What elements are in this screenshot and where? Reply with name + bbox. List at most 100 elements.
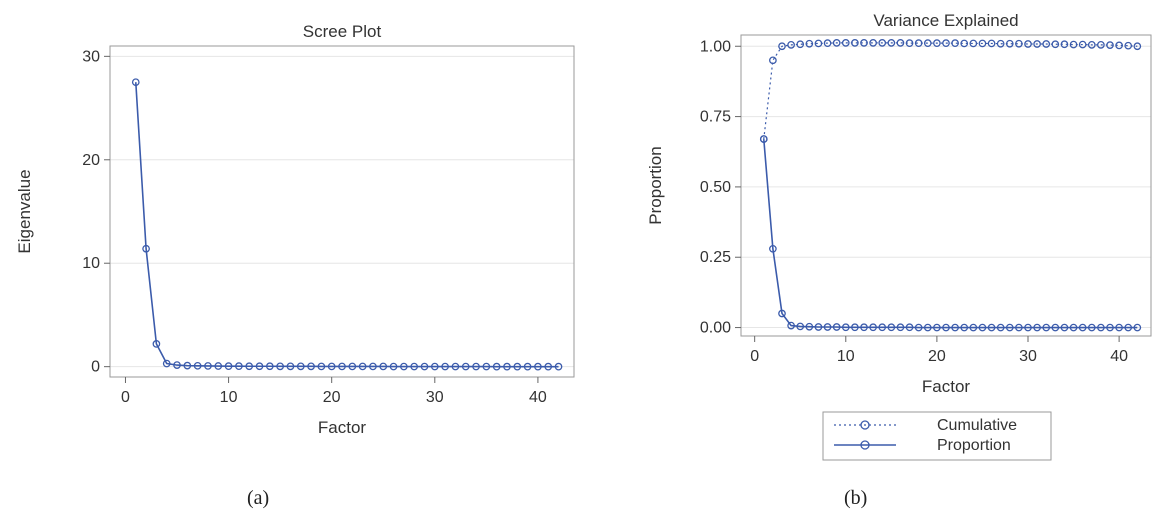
data-point — [265, 362, 274, 371]
data-point — [759, 135, 768, 143]
data-point — [162, 359, 171, 368]
data-point — [1124, 41, 1133, 50]
data-point — [461, 362, 470, 371]
data-point — [1042, 40, 1051, 48]
data-point — [1106, 41, 1114, 49]
x-tick-label: 10 — [220, 389, 238, 406]
data-point — [503, 362, 511, 371]
data-point — [823, 39, 832, 48]
x-tick-label: 30 — [426, 389, 444, 406]
data-point — [152, 340, 161, 348]
x-tick-label: 40 — [529, 389, 547, 406]
legend-swatch-marker — [860, 420, 870, 430]
data-point — [787, 321, 795, 330]
data-point — [905, 39, 914, 48]
data-point — [245, 362, 254, 371]
data-point — [369, 362, 377, 371]
data-point — [513, 362, 522, 371]
legend-label: Cumulative — [937, 417, 1017, 434]
data-point — [131, 78, 140, 87]
y-tick-label: 30 — [82, 48, 100, 65]
data-point — [914, 323, 923, 332]
data-point — [887, 39, 896, 47]
data-point — [1078, 323, 1087, 332]
data-point — [905, 323, 914, 332]
data-point — [1033, 323, 1041, 332]
data-point — [796, 322, 805, 331]
data-point — [358, 362, 367, 371]
data-point — [969, 323, 978, 332]
data-point — [1087, 40, 1096, 49]
data-point — [778, 42, 786, 51]
data-point — [1042, 323, 1051, 332]
data-point — [1015, 323, 1023, 332]
data-point — [1124, 323, 1133, 332]
data-point — [841, 323, 850, 332]
data-point — [1115, 323, 1123, 332]
data-point — [951, 323, 959, 332]
data-point — [1133, 42, 1142, 51]
data-point — [327, 362, 336, 371]
data-point — [142, 244, 150, 253]
data-point — [1097, 40, 1105, 49]
data-point — [805, 322, 814, 331]
data-point — [1087, 323, 1096, 332]
data-point — [204, 362, 212, 370]
data-point — [420, 362, 429, 371]
panel-label-a: (a) — [247, 487, 270, 509]
data-point — [851, 39, 859, 47]
series-line — [762, 139, 1138, 329]
data-point — [1033, 40, 1041, 48]
data-point — [410, 362, 419, 371]
data-point — [887, 323, 896, 332]
data-point — [400, 362, 408, 371]
data-point — [1106, 323, 1114, 332]
y-tick-label: 10 — [82, 255, 100, 272]
legend-box — [822, 411, 1052, 461]
data-point — [823, 323, 832, 331]
legend-swatch-marker — [860, 440, 870, 450]
data-point — [1069, 323, 1078, 332]
y-axis-label: Proportion — [646, 146, 665, 224]
data-point — [805, 39, 814, 48]
x-tick-label: 20 — [323, 389, 341, 406]
data-point — [923, 39, 932, 48]
data-point — [173, 361, 181, 369]
data-point — [869, 323, 877, 332]
chart-title: Variance Explained — [873, 11, 1018, 30]
chart-title: Scree Plot — [303, 22, 382, 41]
series-line — [134, 82, 559, 368]
panel-label-b: (b) — [844, 487, 868, 509]
data-point — [307, 362, 315, 371]
data-point — [942, 39, 950, 48]
data-point — [441, 362, 449, 371]
data-point — [860, 39, 868, 47]
data-point — [224, 362, 233, 370]
plot-frame — [740, 34, 1152, 337]
data-point — [348, 362, 357, 371]
data-point — [1069, 40, 1078, 49]
data-point — [379, 362, 388, 371]
y-tick-label: 0.25 — [700, 249, 731, 266]
data-point — [1060, 323, 1069, 332]
data-point — [1051, 40, 1060, 49]
legend-label: Proportion — [937, 437, 1011, 454]
y-tick-label: 0.75 — [700, 109, 731, 126]
x-tick-label: 0 — [750, 348, 759, 365]
data-point — [832, 39, 841, 47]
data-point — [1024, 40, 1032, 48]
data-point — [317, 362, 326, 371]
data-point — [951, 39, 959, 48]
data-point — [389, 362, 398, 371]
data-point — [276, 362, 284, 371]
data-point — [482, 362, 491, 371]
y-tick-label: 0 — [91, 359, 100, 376]
data-point — [544, 362, 553, 371]
data-point — [534, 362, 542, 371]
y-tick-label: 0.00 — [700, 320, 731, 337]
y-tick-label: 1.00 — [700, 38, 731, 55]
data-point — [193, 361, 202, 370]
data-point — [255, 362, 264, 371]
data-point — [1015, 39, 1023, 48]
data-point — [338, 362, 346, 371]
